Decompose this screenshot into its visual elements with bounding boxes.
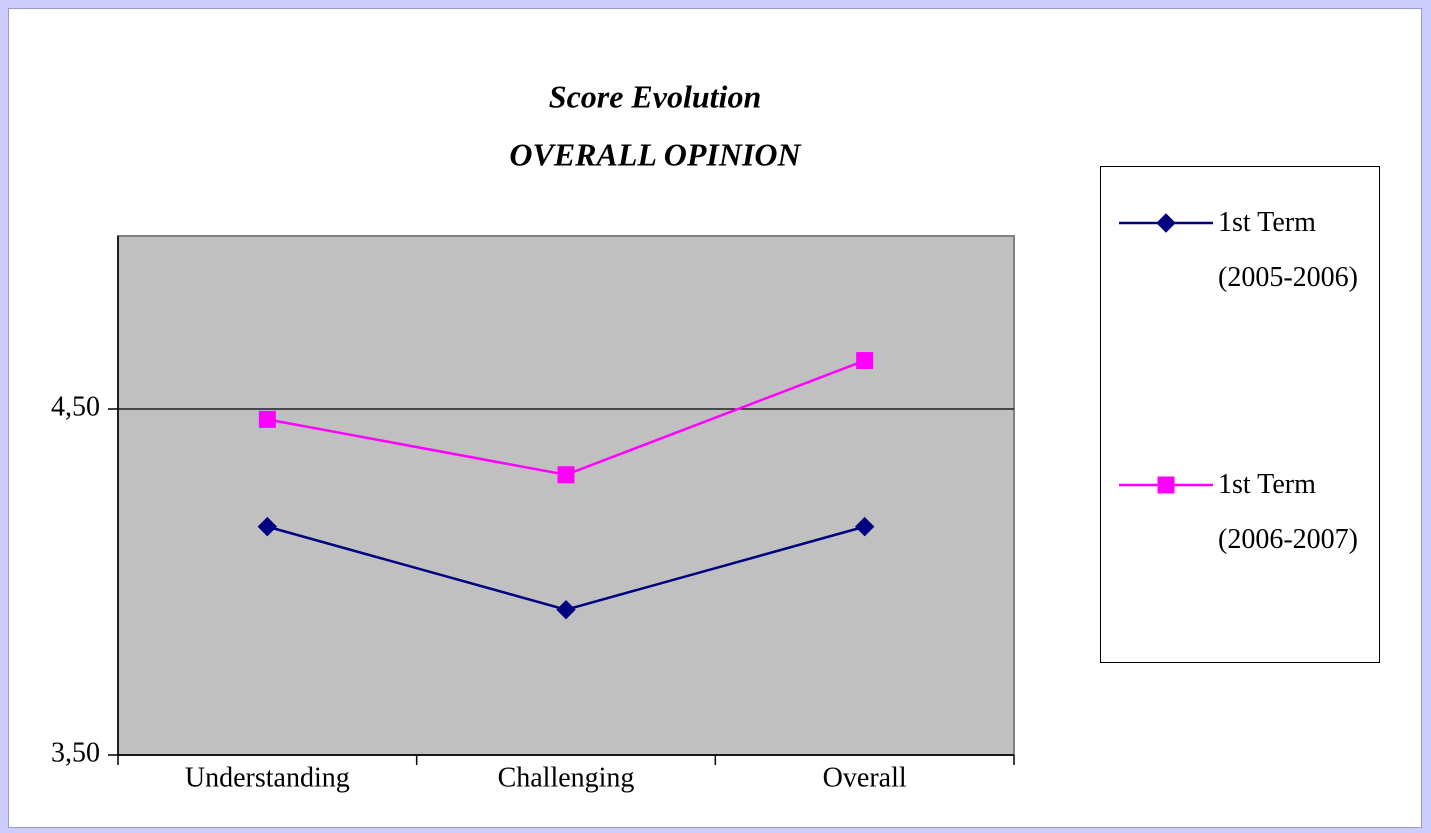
plot-area <box>117 235 1015 756</box>
legend-label: 1st Term (2006-2007) <box>1218 469 1358 555</box>
x-tick-label: Challenging <box>498 762 635 793</box>
chart-subtitle: OVERALL OPINION <box>509 136 802 172</box>
legend-swatch <box>1119 476 1213 494</box>
legend-label: 1st Term (2005-2006) <box>1218 207 1358 293</box>
marker <box>258 410 276 428</box>
marker <box>854 516 875 537</box>
y-tick-label: 4,50 <box>51 391 100 422</box>
x-tick-label: Understanding <box>185 762 350 793</box>
y-tick-label: 3,50 <box>51 737 100 768</box>
marker <box>1156 213 1176 233</box>
legend: 1st Term (2005-2006) 1st Term (2006-2007) <box>1100 166 1380 663</box>
marker <box>257 516 278 537</box>
marker <box>556 599 576 620</box>
marker <box>557 466 575 484</box>
marker <box>856 352 874 370</box>
chart-title: Score Evolution <box>549 78 761 114</box>
legend-swatch <box>1119 213 1213 233</box>
marker <box>1157 476 1175 494</box>
x-tick-label: Overall <box>823 762 907 793</box>
